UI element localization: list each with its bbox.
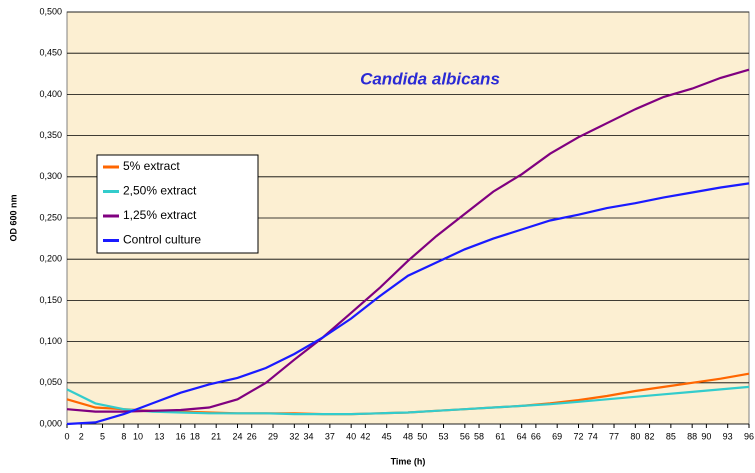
legend-label: 1,25% extract: [123, 208, 197, 222]
legend-label: 5% extract: [123, 159, 180, 173]
x-tick-label: 45: [382, 431, 392, 441]
y-tick-label: 0,050: [39, 377, 62, 387]
x-tick-label: 90: [701, 431, 711, 441]
x-tick-label: 24: [232, 431, 242, 441]
series-line: [66, 385, 750, 416]
x-tick-label: 74: [588, 431, 598, 441]
x-tick-label: 80: [630, 431, 640, 441]
y-tick-label: 0,500: [39, 6, 62, 16]
x-axis-label: Time (h): [391, 456, 426, 466]
x-tick-label: 88: [687, 431, 697, 441]
series-line: [66, 68, 750, 413]
x-tick-label: 61: [495, 431, 505, 441]
x-tick-label: 5: [100, 431, 105, 441]
chart-title: Candida albicans: [360, 69, 500, 88]
y-tick-label: 0,000: [39, 418, 62, 428]
series-line: [66, 182, 750, 426]
x-tick-label: 48: [403, 431, 413, 441]
y-tick-label: 0,450: [39, 48, 62, 58]
y-tick-label: 0,200: [39, 254, 62, 264]
x-tick-label: 34: [304, 431, 314, 441]
y-tick-label: 0,150: [39, 295, 62, 305]
x-tick-label: 69: [552, 431, 562, 441]
x-tick-label: 10: [133, 431, 143, 441]
x-tick-label: 53: [439, 431, 449, 441]
legend-label: Control culture: [123, 233, 201, 247]
y-tick-label: 0,300: [39, 171, 62, 181]
x-tick-label: 2: [79, 431, 84, 441]
x-tick-label: 56: [460, 431, 470, 441]
x-tick-label: 72: [573, 431, 583, 441]
y-tick-label: 0,400: [39, 89, 62, 99]
y-tick-label: 0,250: [39, 212, 62, 222]
legend-label: 2,50% extract: [123, 184, 197, 198]
x-tick-label: 29: [268, 431, 278, 441]
x-tick-label: 0: [64, 431, 69, 441]
x-tick-label: 85: [666, 431, 676, 441]
x-tick-label: 42: [360, 431, 370, 441]
x-tick-label: 82: [645, 431, 655, 441]
x-tick-label: 21: [211, 431, 221, 441]
x-tick-label: 13: [154, 431, 164, 441]
x-tick-label: 37: [325, 431, 335, 441]
x-tick-label: 18: [190, 431, 200, 441]
y-tick-label: 0,350: [39, 130, 62, 140]
y-axis-label: OD 600 nm: [8, 194, 18, 241]
y-tick-label: 0,100: [39, 336, 62, 346]
x-tick-label: 40: [346, 431, 356, 441]
x-tick-label: 93: [723, 431, 733, 441]
x-tick-label: 8: [121, 431, 126, 441]
legend-box: [96, 154, 259, 254]
x-tick-label: 58: [474, 431, 484, 441]
x-tick-label: 32: [289, 431, 299, 441]
x-tick-label: 64: [517, 431, 527, 441]
x-tick-label: 16: [176, 431, 186, 441]
x-tick-label: 77: [609, 431, 619, 441]
x-tick-label: 26: [247, 431, 257, 441]
x-tick-label: 96: [744, 431, 754, 441]
x-tick-label: 50: [417, 431, 427, 441]
x-tick-label: 66: [531, 431, 541, 441]
